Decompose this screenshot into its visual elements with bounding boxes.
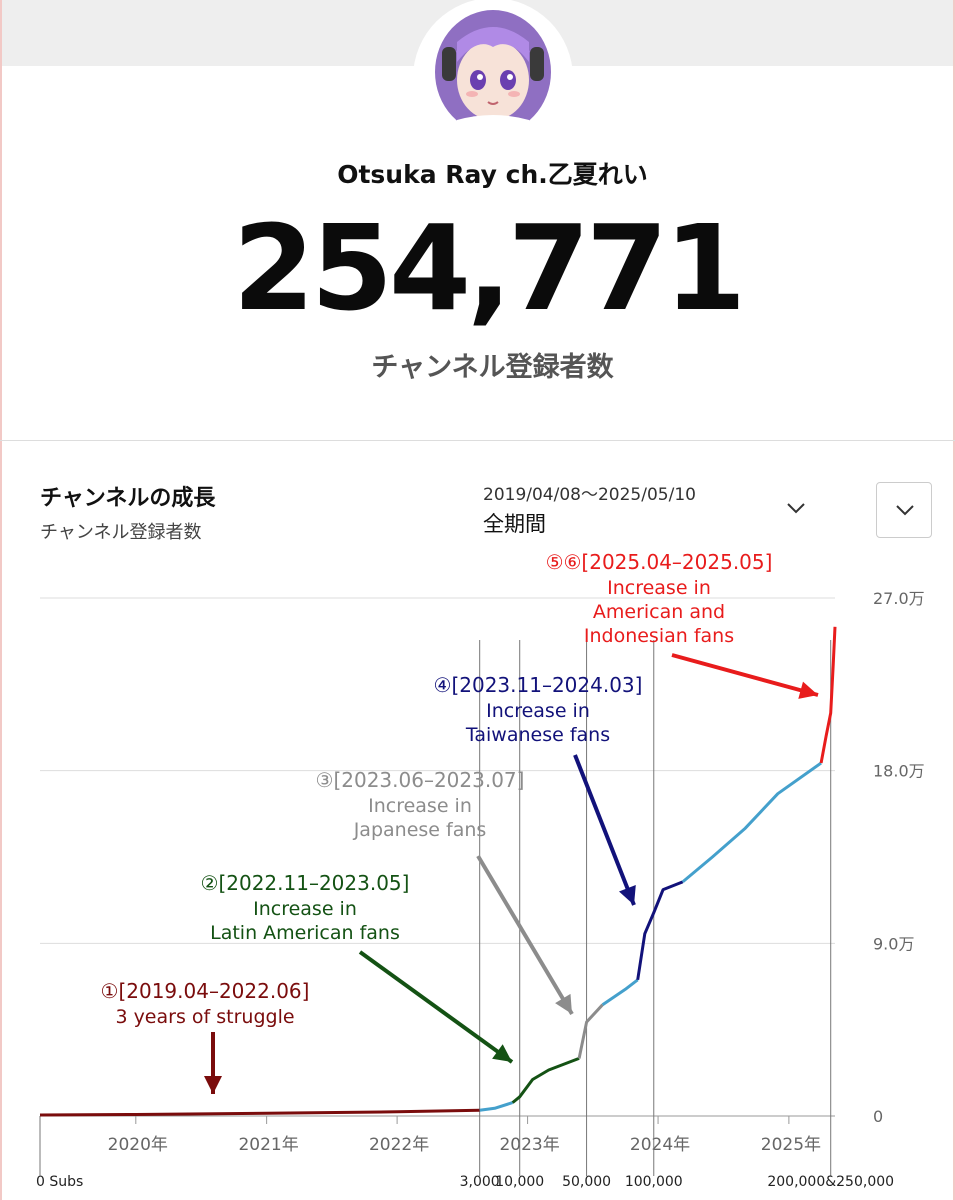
left-edge — [0, 0, 2, 1200]
series-line — [479, 1101, 514, 1112]
subscriber-label: チャンネル登録者数 — [371, 352, 614, 383]
growth-subtitle: チャンネル登録者数 — [40, 522, 202, 543]
annotation-text: Increase in — [486, 700, 590, 722]
annotation-arrow — [671, 653, 819, 697]
milestone-label: 0 Subs — [36, 1174, 83, 1190]
annotation-arrow — [476, 854, 574, 1016]
annotation-text: American and — [593, 601, 725, 623]
period-select[interactable]: 全期間 — [483, 512, 546, 536]
annotation-text: Increase in — [607, 577, 711, 599]
series-line — [681, 761, 822, 884]
x-tick-label: 2024年 — [630, 1135, 690, 1155]
annotation-text: Indonesian fans — [584, 625, 734, 647]
milestone-label: 200,000&250,000 — [767, 1174, 894, 1190]
channel-name[interactable]: Otsuka Ray ch.乙夏れい — [337, 160, 648, 189]
y-tick-label: 27.0万 — [873, 589, 925, 608]
subscriber-count: 254,771 — [232, 199, 746, 337]
chart-options-button[interactable] — [876, 482, 932, 538]
milestone-label: 10,000 — [495, 1174, 544, 1190]
series-line — [577, 1003, 604, 1059]
annotation-title: ③[2023.06–2023.07] — [316, 768, 525, 792]
growth-title: チャンネルの成長 — [40, 486, 216, 511]
right-edge — [953, 0, 955, 1200]
x-tick-label: 2025年 — [761, 1135, 821, 1155]
annotation-text: Taiwanese fans — [465, 724, 610, 746]
series-line — [39, 1108, 480, 1117]
annotation-title: ④[2023.11–2024.03] — [434, 673, 643, 697]
date-range: 2019/04/08～2025/05/10 — [483, 485, 696, 505]
channel-avatar[interactable] — [415, 0, 571, 156]
series-line — [819, 626, 837, 764]
annotation-title: ⑤⑥[2025.04–2025.05] — [546, 550, 773, 574]
annotation-text: Increase in — [253, 898, 357, 920]
arrow-head — [798, 681, 818, 699]
section-divider — [0, 440, 955, 441]
x-tick-label: 2021年 — [238, 1135, 298, 1155]
annotation-text: 3 years of struggle — [115, 1006, 294, 1028]
x-tick-label: 2022年 — [369, 1135, 429, 1155]
annotation-title: ①[2019.04–2022.06] — [101, 979, 310, 1003]
milestone-label: 50,000 — [562, 1174, 611, 1190]
y-tick-label: 0 — [873, 1107, 883, 1126]
y-tick-label: 18.0万 — [873, 762, 925, 781]
chevron-down-icon — [896, 505, 914, 516]
milestone-label: 100,000 — [625, 1174, 683, 1190]
avatar-illustration — [435, 10, 551, 132]
arrow-head — [492, 1044, 512, 1062]
annotation-text: Japanese fans — [353, 819, 487, 841]
annotation-title: ②[2022.11–2023.05] — [201, 871, 410, 895]
arrow-head — [555, 993, 572, 1014]
y-tick-label: 9.0万 — [873, 934, 914, 953]
arrow-head — [204, 1076, 222, 1094]
series-line — [636, 880, 684, 981]
x-tick-label: 2023年 — [499, 1135, 559, 1155]
x-tick-label: 2020年 — [108, 1135, 168, 1155]
annotation-text: Increase in — [368, 795, 472, 817]
arrow-head — [619, 885, 636, 905]
annotation-text: Latin American fans — [210, 922, 400, 944]
annotation-arrow — [573, 754, 636, 906]
annotation-arrow — [358, 950, 514, 1064]
series-line — [511, 1056, 580, 1104]
series-line — [601, 978, 639, 1006]
milestone-label: 3,000 — [460, 1174, 500, 1190]
chevron-down-icon[interactable] — [783, 498, 809, 518]
